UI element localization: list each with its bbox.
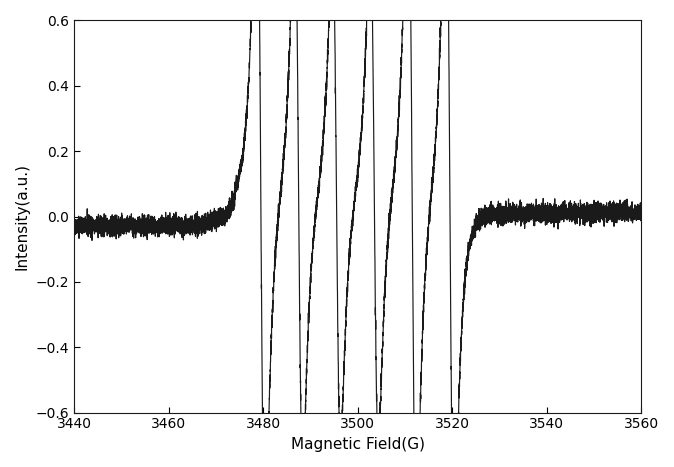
X-axis label: Magnetic Field(G): Magnetic Field(G) — [290, 437, 425, 452]
Y-axis label: Intensity(a.u.): Intensity(a.u.) — [15, 163, 30, 270]
